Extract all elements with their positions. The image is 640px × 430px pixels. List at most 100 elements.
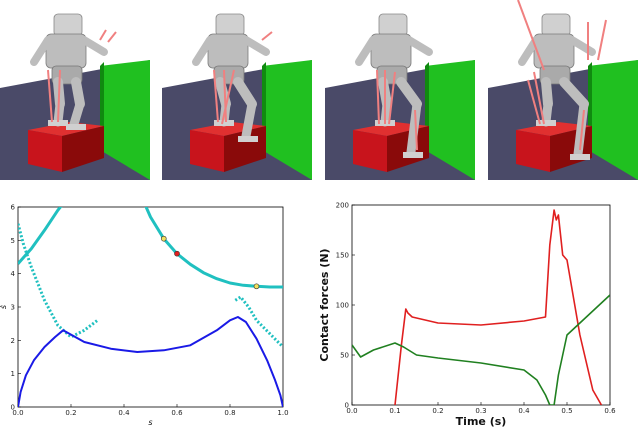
robot-left-arm	[30, 36, 52, 66]
x-tick-label: 0.6	[604, 407, 616, 415]
x-tick-label: 0.8	[224, 409, 235, 417]
robot-left-foot	[214, 120, 234, 126]
contact-force-vector	[579, 109, 585, 151]
robot-panel-2	[162, 0, 312, 180]
contact-force-vector	[597, 19, 607, 61]
box-front	[353, 130, 387, 172]
series-line	[234, 295, 283, 349]
robot-right-shin	[69, 99, 85, 129]
robot	[30, 13, 108, 130]
marker-point	[253, 283, 260, 290]
series-line	[394, 209, 603, 405]
contact-forces-chart: 0.0 0.1 0.2 0.3 0.4 0.5 0.6 0 50 100 150 200 Time (s…	[318, 202, 616, 429]
x-tick-label: 0.1	[389, 407, 400, 415]
y-tick-label: 100	[336, 302, 349, 310]
contact-force-vector	[261, 31, 273, 41]
charts-svg: 0.0 0.2 0.4 0.6 0.8 1.0 0 1 2 3 4 5 6 s ṡ 0.0 0.1 0.2 0.3…	[0, 202, 616, 429]
robot-head	[541, 13, 571, 37]
wall	[100, 60, 150, 180]
x-tick-label: 0.3	[475, 407, 486, 415]
contact-force-vector	[533, 71, 545, 125]
plot-area	[351, 204, 611, 406]
robot-right-foot	[238, 136, 258, 142]
robot-right-arm	[80, 36, 108, 56]
scene-svg	[0, 0, 150, 180]
robot-right-shin	[241, 99, 257, 141]
robot-panel-4	[488, 0, 638, 180]
robot-panel-3	[325, 0, 475, 180]
y-tick-label: 50	[340, 352, 349, 360]
marker-point	[174, 250, 180, 257]
robot-head	[215, 13, 245, 37]
series-group	[18, 207, 283, 407]
robot-left-arm	[355, 36, 377, 66]
x-tick-label: 0.4	[118, 409, 130, 417]
series-line	[18, 223, 99, 339]
x-tick-label: 0.2	[65, 409, 76, 417]
y-tick-label: 5	[11, 237, 15, 245]
x-tick-label: 0.2	[432, 407, 443, 415]
y-tick-label: 4	[11, 270, 16, 278]
y-tick-label: 6	[11, 204, 16, 212]
robot-left-shin	[541, 99, 553, 127]
wall	[262, 60, 312, 180]
robot-right-foot	[403, 152, 423, 158]
contact-force-vector	[213, 69, 219, 123]
robot-torso	[533, 33, 575, 69]
contact-force-vector	[414, 109, 418, 151]
robot-head	[378, 13, 408, 37]
box-front	[28, 130, 62, 172]
box-side	[62, 126, 104, 172]
y-axis-label: ṡ	[0, 305, 8, 309]
contact-force-vector	[57, 69, 61, 123]
x-tick-label: 0.4	[518, 407, 530, 415]
robot-panel-1	[0, 0, 150, 180]
y-axis-label: Contact forces (N)	[318, 248, 331, 361]
box-front	[190, 130, 224, 172]
robot-right-thigh	[559, 77, 589, 109]
plot-area	[17, 206, 284, 408]
x-tick-label: 0.0	[346, 407, 357, 415]
robot-right-foot	[66, 124, 86, 130]
robot-head	[53, 13, 83, 37]
scene-svg	[325, 0, 475, 180]
wall	[425, 60, 475, 180]
y-tick-label: 2	[11, 337, 15, 345]
contact-force-vector	[223, 69, 227, 123]
x-tick-label: 0.5	[561, 407, 572, 415]
contact-force-vector	[47, 69, 53, 123]
phase-plane-chart: 0.0 0.2 0.4 0.6 0.8 1.0 0 1 2 3 4 5 6 s ṡ	[0, 204, 289, 428]
scene-svg	[162, 0, 312, 180]
robot-right-thigh	[396, 77, 422, 109]
series-line	[18, 207, 63, 265]
robot-torso	[45, 33, 87, 69]
contact-force-vector	[99, 29, 107, 41]
robot-left-arm	[192, 36, 214, 66]
contact-force-vector	[107, 31, 117, 43]
contact-force-vector	[376, 69, 380, 125]
robot-right-arm	[242, 36, 270, 56]
contact-force-vector	[517, 0, 545, 71]
x-tick-label: 0.6	[171, 409, 183, 417]
wall	[588, 60, 638, 180]
robot-right-foot	[570, 154, 590, 160]
y-tick-label: 150	[336, 252, 349, 260]
series-line	[352, 294, 610, 405]
box-front	[516, 130, 550, 172]
y-tick-label: 0	[11, 404, 15, 412]
x-axis-label: s	[148, 418, 152, 427]
series-line	[18, 316, 283, 407]
robot-left-foot	[536, 120, 556, 126]
marker-point	[160, 235, 167, 242]
contact-force-vector	[221, 69, 235, 125]
x-tick-label: 1.0	[277, 409, 288, 417]
robot-torso	[207, 33, 249, 69]
series-group	[352, 209, 610, 405]
y-tick-label: 1	[11, 370, 15, 378]
scene-svg	[488, 0, 638, 180]
box-top	[516, 122, 592, 136]
y-tick-label: 0	[345, 402, 349, 410]
x-axis-label: Time (s)	[456, 415, 507, 428]
y-tick-label: 3	[11, 304, 15, 312]
robot-torso	[370, 33, 412, 69]
